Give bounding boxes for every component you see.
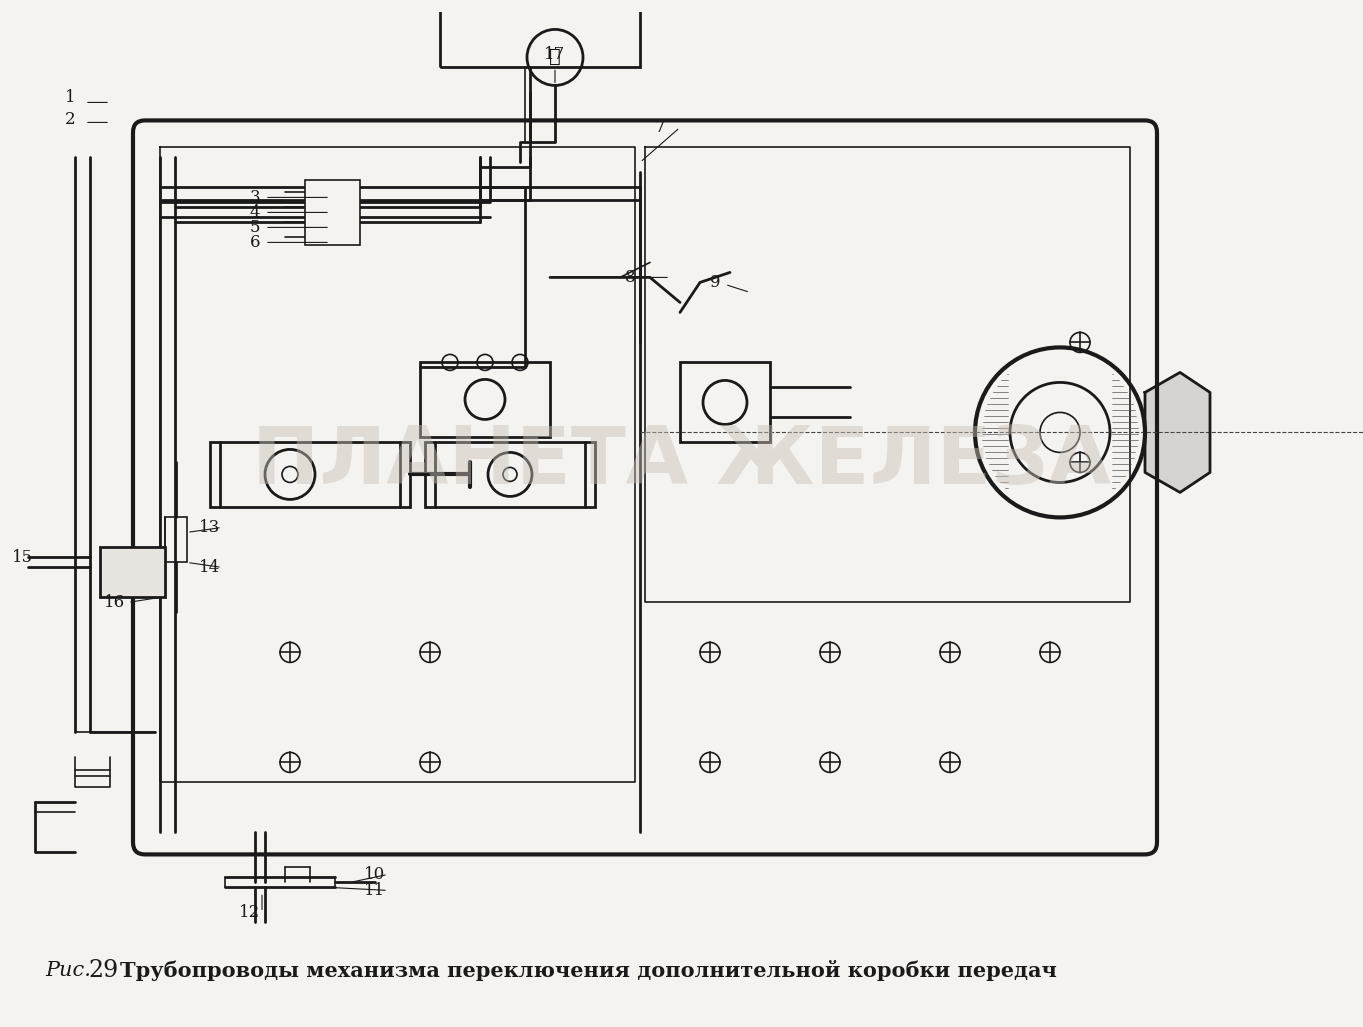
Text: 1: 1 (64, 89, 75, 106)
Bar (210, 443, 410, 507)
Text: 15: 15 (11, 548, 33, 566)
Text: 5: 5 (249, 219, 260, 236)
Bar (165, 518, 187, 563)
Text: 6: 6 (249, 234, 260, 251)
Circle shape (503, 467, 517, 482)
Circle shape (282, 466, 298, 483)
Text: 9: 9 (710, 274, 720, 291)
Text: 29: 29 (89, 959, 119, 982)
Text: 10: 10 (364, 866, 386, 883)
Text: 8: 8 (624, 269, 635, 286)
Text: ⑰: ⑰ (549, 48, 562, 67)
Bar (440, 0, 641, 68)
Text: 3: 3 (249, 189, 260, 206)
Text: 17: 17 (544, 46, 566, 63)
Bar (680, 363, 770, 443)
Bar (425, 443, 596, 507)
Text: Трубопроводы механизма переключения дополнительной коробки передач: Трубопроводы механизма переключения допо… (120, 960, 1056, 981)
Text: 4: 4 (249, 204, 260, 221)
Circle shape (527, 30, 583, 85)
Polygon shape (1145, 373, 1210, 492)
Text: ПЛАНЕТА ЖЕЛЕЗА: ПЛАНЕТА ЖЕЛЕЗА (252, 423, 1111, 501)
Bar (305, 181, 360, 245)
Bar (420, 363, 551, 438)
Text: 12: 12 (240, 904, 260, 921)
Text: 7: 7 (654, 119, 665, 136)
Text: 16: 16 (105, 594, 125, 611)
Circle shape (1040, 413, 1079, 453)
Text: 2: 2 (64, 111, 75, 128)
Text: 14: 14 (199, 559, 221, 576)
Text: 11: 11 (364, 882, 386, 899)
Text: 13: 13 (199, 519, 221, 536)
Bar (99, 547, 165, 598)
Text: Рис.: Рис. (45, 961, 91, 980)
